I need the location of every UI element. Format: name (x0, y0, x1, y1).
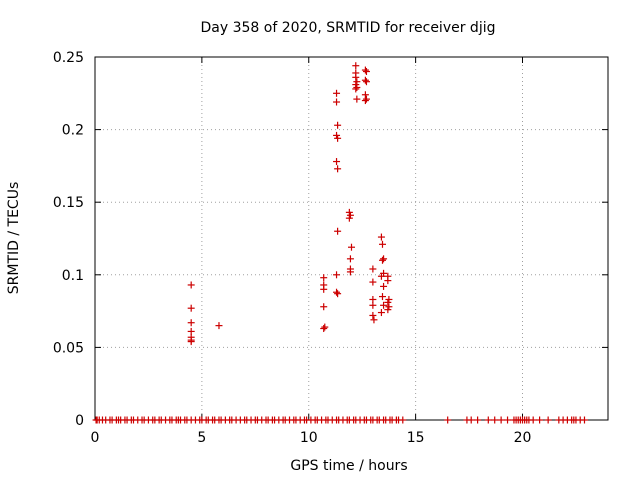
x-axis-label: GPS time / hours (290, 458, 407, 474)
y-tick-label: 0 (75, 413, 84, 429)
data-point (377, 233, 385, 241)
data-point (333, 271, 341, 279)
data-point (529, 416, 537, 424)
data-point (369, 311, 377, 319)
data-point (352, 73, 360, 81)
plot-frame (94, 56, 609, 421)
data-point (333, 89, 341, 97)
data-point (187, 319, 195, 327)
data-point (378, 293, 386, 301)
y-tick-label: 0.15 (53, 195, 84, 211)
data-point (334, 290, 342, 298)
data-point (333, 158, 341, 166)
data-point (334, 165, 342, 173)
data-point (361, 66, 369, 74)
data-point (353, 95, 361, 103)
data-point (352, 62, 360, 70)
y-tick-label: 0.25 (53, 50, 84, 66)
data-point (348, 243, 355, 251)
data-point (215, 322, 223, 330)
data-point (320, 325, 328, 333)
data-point (333, 98, 341, 106)
data-point (361, 97, 369, 105)
data-point (362, 68, 370, 76)
data-point (491, 416, 499, 424)
data-point (378, 240, 386, 248)
data-point (370, 316, 378, 324)
data-point (384, 277, 392, 285)
data-point (380, 255, 388, 263)
data-point (474, 416, 482, 424)
data-point (444, 416, 452, 424)
x-tick-label: 15 (407, 430, 425, 446)
data-point (544, 416, 552, 424)
data-point (399, 416, 407, 424)
data-point (384, 298, 392, 306)
data-point (345, 214, 353, 222)
x-tick-label: 5 (197, 430, 206, 446)
data-point (333, 288, 341, 296)
data-point (378, 256, 386, 264)
data-point (384, 306, 392, 314)
x-tick-label: 20 (514, 430, 532, 446)
data-point (536, 416, 544, 424)
chart-title: Day 358 of 2020, SRMTID for receiver dji… (201, 20, 496, 36)
data-point (352, 85, 360, 93)
data-point (187, 304, 195, 312)
data-point (362, 78, 370, 86)
x-tick-label: 10 (300, 430, 318, 446)
data-point (334, 121, 342, 129)
data-point (320, 274, 328, 282)
y-tick-label: 0.1 (62, 268, 84, 284)
y-axis-label: SRMTID / TECUs (6, 182, 22, 295)
axes: 0 5 10 15 20 0 0.05 0.1 0.15 0.2 0.25 (53, 50, 609, 446)
data-point (361, 76, 369, 84)
data-point (321, 323, 329, 331)
data-point (320, 303, 328, 311)
y-tick-label: 0.2 (62, 123, 84, 139)
data-point (467, 416, 475, 424)
data-point (369, 265, 377, 273)
data-point (334, 134, 342, 142)
data-points (92, 62, 588, 424)
data-point (580, 416, 588, 424)
data-point (353, 83, 361, 91)
data-point (362, 95, 370, 103)
data-point (377, 309, 385, 317)
data-point (369, 301, 377, 309)
data-point (346, 255, 354, 263)
data-point (504, 416, 512, 424)
data-point (380, 301, 388, 309)
data-point (334, 227, 342, 235)
data-point (187, 338, 195, 346)
data-point (377, 272, 385, 280)
data-point (497, 416, 505, 424)
data-point (187, 281, 195, 289)
y-tick-label: 0.05 (53, 340, 84, 356)
data-point (484, 416, 492, 424)
data-point (320, 285, 328, 293)
data-point (346, 268, 354, 276)
data-point (369, 278, 377, 286)
data-point (380, 282, 388, 290)
grid-lines (95, 57, 608, 420)
x-tick-label: 0 (91, 430, 100, 446)
